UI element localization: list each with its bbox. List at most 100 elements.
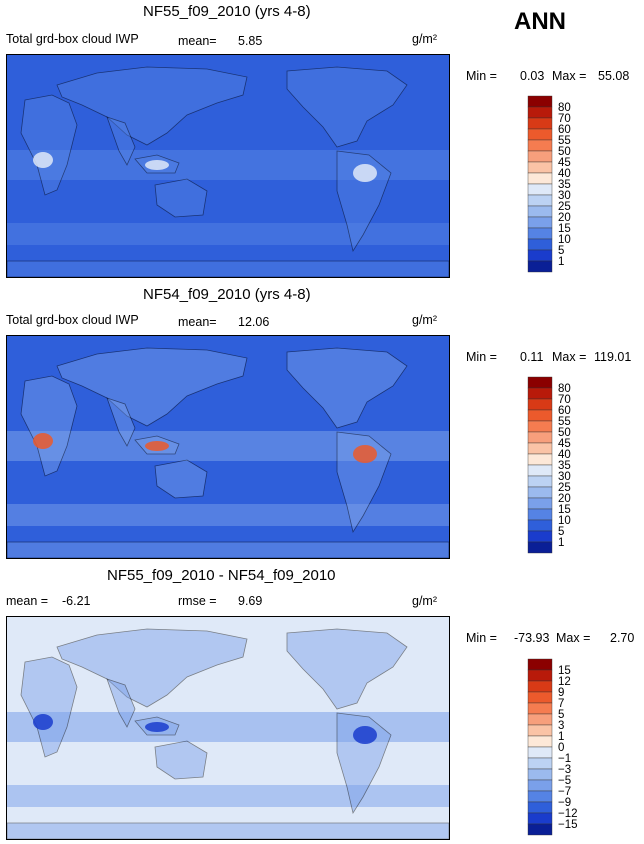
panel-1-title: NF55_f09_2010 (yrs 4-8) <box>143 3 311 20</box>
field-maximum <box>33 714 53 730</box>
panel-2-max-label: Max = <box>552 350 587 364</box>
colorbar-tick-label: 55 <box>558 135 571 147</box>
colorbar-tick-label: 5 <box>558 526 564 538</box>
panel-2-title: NF54_f09_2010 (yrs 4-8) <box>143 286 311 303</box>
colorbar-tick-label: 45 <box>558 438 571 450</box>
panel-1-max-label: Max = <box>552 69 587 83</box>
coastline <box>56 66 248 146</box>
field-maximum <box>353 445 377 463</box>
colorbar-tick-label: 20 <box>558 493 571 505</box>
colorbar-swatch <box>527 779 553 792</box>
colorbar-swatch <box>527 420 553 433</box>
colorbar-tick-label: 1 <box>558 256 564 268</box>
colorbar-tick-label: 0 <box>558 742 564 754</box>
colorbar-swatch <box>527 658 553 671</box>
panel-3-mean-label: mean = <box>6 594 49 608</box>
colorbar-tick-label: 40 <box>558 449 571 461</box>
colorbar-swatch <box>527 790 553 803</box>
colorbar-swatch <box>527 768 553 781</box>
colorbar-tick-label: −3 <box>558 764 571 776</box>
colorbar-tick-label: 5 <box>558 709 564 721</box>
field-maximum <box>33 433 53 449</box>
colorbar-tick-label: 70 <box>558 113 571 125</box>
colorbar-swatch <box>527 249 553 262</box>
colorbar-swatch <box>527 508 553 521</box>
panel-2-colorbar: 80 70 60 55 50 45 40 35 30 25 20 15 10 5 1 <box>527 376 618 554</box>
colorbar-tick-label: −5 <box>558 775 571 787</box>
colorbar-tick-label: 55 <box>558 416 571 428</box>
colorbar-tick-label: 3 <box>558 720 564 732</box>
colorbar-swatch <box>527 442 553 455</box>
field-maximum <box>353 164 377 182</box>
panel-2-map <box>6 335 450 559</box>
field-maximum <box>145 441 169 451</box>
panel-3-rmse-value: 9.69 <box>238 594 263 608</box>
panel-3-min-value: -73.93 <box>514 631 550 645</box>
panel-1-min-label: Min = <box>466 69 497 83</box>
colorbar-tick-label: 15 <box>558 665 571 677</box>
colorbar-swatch <box>527 194 553 207</box>
colorbar-swatch <box>527 801 553 814</box>
colorbar-tick-label: 60 <box>558 124 571 136</box>
panel-3-mean-value: -6.21 <box>62 594 91 608</box>
colorbar-swatch <box>527 117 553 130</box>
colorbar-swatch <box>527 724 553 737</box>
panel-2-mean-value: 12.06 <box>238 315 270 329</box>
panel-1-variable: Total grd-box cloud IWP <box>6 32 139 46</box>
panel-1-colorbar: 80 70 60 55 50 45 40 35 30 25 20 15 10 5 1 <box>527 95 618 273</box>
coastline <box>7 541 449 558</box>
coastline <box>286 347 408 429</box>
panel-2-variable: Total grd-box cloud IWP <box>6 313 139 327</box>
coastline <box>336 150 392 253</box>
panel-3-min-label: Min = <box>466 631 497 645</box>
coastline <box>20 94 78 196</box>
colorbar-swatch <box>527 216 553 229</box>
field-maximum <box>145 722 169 732</box>
colorbar-swatch <box>527 431 553 444</box>
colorbar-tick-label: 45 <box>558 157 571 169</box>
colorbar-tick-label: 50 <box>558 427 571 439</box>
coastline <box>154 178 208 218</box>
coastline <box>154 740 208 780</box>
coastline <box>56 347 248 427</box>
field-southern-band <box>7 223 449 245</box>
colorbar-swatch <box>527 150 553 163</box>
colorbar-swatch <box>527 746 553 759</box>
field-southern-band <box>7 785 449 807</box>
panel-3-max-value: 2.70 <box>610 631 635 645</box>
colorbar-swatch <box>527 475 553 488</box>
coastline <box>20 656 78 758</box>
colorbar-swatch <box>527 702 553 715</box>
colorbar-tick-label: 10 <box>558 515 571 527</box>
colorbar-swatch <box>527 713 553 726</box>
panel-3-field <box>7 617 449 839</box>
panel-1-mean-value: 5.85 <box>238 34 263 48</box>
colorbar-tick-label: 1 <box>558 731 564 743</box>
colorbar-tick-label: 15 <box>558 223 571 235</box>
field-maximum <box>353 726 377 744</box>
colorbar-tick-label: −7 <box>558 786 571 798</box>
panel-2-mean-label: mean= <box>178 315 217 329</box>
panel-1-mean-label: mean= <box>178 34 217 48</box>
coastline <box>20 375 78 477</box>
colorbar-swatch <box>527 376 553 389</box>
colorbar-swatch <box>527 260 553 273</box>
coastline <box>7 822 449 839</box>
colorbar-tick-label: 10 <box>558 234 571 246</box>
colorbar-swatch <box>527 669 553 682</box>
panel-2-max-value: 119.01 <box>594 350 632 364</box>
colorbar-swatch <box>527 680 553 693</box>
colorbar-tick-label: 35 <box>558 179 571 191</box>
colorbar-tick-label: 7 <box>558 698 564 710</box>
colorbar-swatch <box>527 238 553 251</box>
colorbar-tick-label: 80 <box>558 383 571 395</box>
colorbar-swatch <box>527 486 553 499</box>
colorbar-swatch <box>527 161 553 174</box>
colorbar-swatch <box>527 106 553 119</box>
colorbar-swatch <box>527 128 553 141</box>
colorbar-swatch <box>527 823 553 836</box>
coastline <box>106 397 136 447</box>
